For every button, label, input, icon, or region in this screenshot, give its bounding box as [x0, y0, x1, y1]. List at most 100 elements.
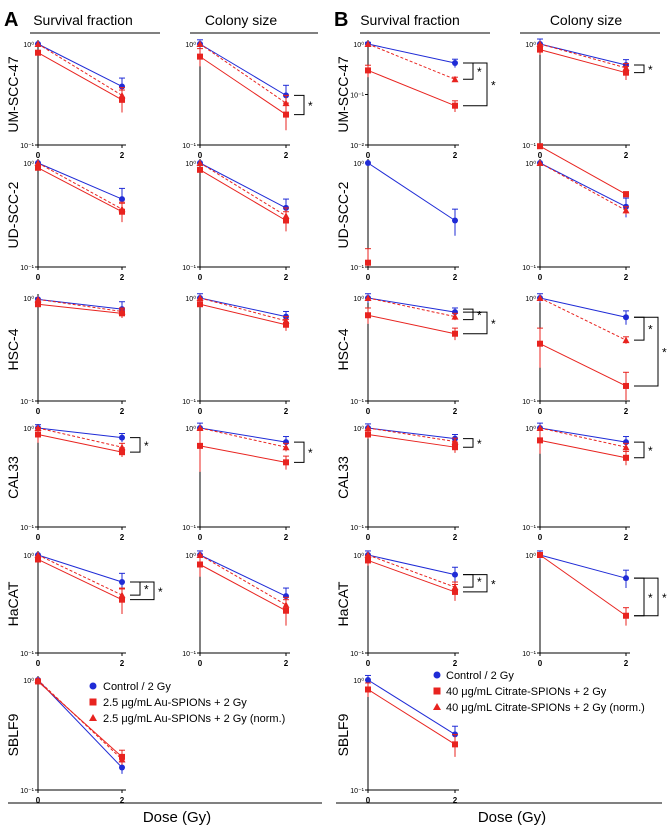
panel-b-um-scc-47-colony-size-series-40-g-ml-citrate-spions-2-gy-norm-point [536, 40, 544, 47]
panel-a-um-scc-47-survival-fraction-x-tick-label: 0 [36, 151, 41, 160]
panel-a-hsc-4-survival-fraction-series-2-5-g-ml-au-spions-2-gy-norm-point [34, 295, 42, 303]
panel-b-cal33-colony-size-significance-bracket [634, 441, 645, 459]
panel-b-ud-scc-2-cell-line-label: UD-SCC-2 [335, 181, 351, 248]
panel-a-ud-scc-2-colony-size-y-tick-label: 10⁻¹ [182, 265, 196, 272]
panel-b-hsc-4-survival-fraction-significance-star: * [491, 317, 496, 331]
panel-b-sblf9-cell-line-label: SBLF9 [335, 713, 351, 756]
panel-a-sblf9-survival-fraction-x-tick-label: 0 [36, 796, 41, 805]
panel-a-cal33-survival-fraction-series-control-2-gy-point [119, 434, 125, 441]
panel-b-hacat-colony-size-chart: 10⁻¹ 10⁰ 0 2 * * [522, 550, 667, 668]
panel-a-hacat-survival-fraction-x-tick-label: 0 [36, 659, 41, 668]
panel-a-hacat-colony-size-series-2-5-g-ml-au-spions-2-gy-point [197, 561, 203, 568]
panel-b-um-scc-47-survival-fraction-series-40-g-ml-citrate-spions-2-gy-norm-point [451, 75, 459, 83]
panel-a-hacat-colony-size-series-2-5-g-ml-au-spions-2-gy-norm-line [199, 554, 287, 606]
panel-a-letter: A [4, 9, 18, 31]
panel-a-ud-scc-2-survival-fraction-series-2-5-g-ml-au-spions-2-gy-norm-point [34, 159, 42, 166]
panel-b-hacat-survival-fraction-series-control-2-gy-line [367, 554, 456, 576]
panel-a-hacat-survival-fraction-y-tick-label: 10⁰ [23, 552, 34, 560]
panel-b-um-scc-47-survival-fraction-x-tick-label: 0 [366, 151, 371, 160]
panel-a-cal33-colony-size-y-tick-label: 10⁻¹ [182, 525, 196, 532]
panel-b-um-scc-47-survival-fraction-significance-bracket [463, 62, 474, 80]
panel-a-cal33-survival-fraction-series-2-5-g-ml-au-spions-2-gy-point [119, 449, 125, 456]
panel-a-cal33-cell-line-label: CAL33 [5, 456, 21, 499]
panel-b-hacat-survival-fraction-significance-bracket [463, 574, 474, 588]
panel-b-hacat-survival-fraction-series-40-g-ml-citrate-spions-2-gy-norm-point [364, 551, 372, 558]
panel-b-hacat-colony-size-series-40-g-ml-citrate-spions-2-gy-point [537, 552, 543, 558]
panel-b-sblf9-survival-fraction-y-tick-label: 10⁰ [353, 677, 364, 685]
panel-a-um-scc-47-survival-fraction-x-tick-label: 2 [120, 151, 125, 160]
panel-b-hacat-colony-size-series-control-2-gy-point [623, 575, 629, 582]
panel-a-hacat-colony-size-x-tick-label: 0 [198, 659, 203, 668]
panel-b-hsc-4-colony-size-x-tick-label: 2 [624, 407, 629, 416]
panel-a-um-scc-47-survival-fraction-series-2-5-g-ml-au-spions-2-gy-norm-point [34, 40, 42, 47]
panel-a-um-scc-47-cell-line-label: UM-SCC-47 [5, 56, 21, 132]
panel-b-ud-scc-2-survival-fraction-y-tick-label: 10⁻¹ [350, 265, 364, 272]
panel-b-um-scc-47-survival-fraction-x-tick-label: 2 [453, 151, 458, 160]
panel-b-cal33-cell-line-label: CAL33 [335, 456, 351, 499]
panel-b-um-scc-47-survival-fraction-series-control-2-gy-line [367, 43, 456, 64]
panel-a-um-scc-47-colony-size-series-2-5-g-ml-au-spions-2-gy-norm-line [199, 43, 287, 104]
panel-a-um-scc-47-survival-fraction-series-2-5-g-ml-au-spions-2-gy-norm-line [37, 43, 123, 96]
panel-b-hsc-4-survival-fraction-series-40-g-ml-citrate-spions-2-gy-norm-point [364, 294, 372, 301]
panel-b-hsc-4-colony-size-series-40-g-ml-citrate-spions-2-gy-norm-point [536, 294, 544, 301]
panel-b-um-scc-47-colony-size-y-tick-label: 10⁰ [525, 41, 536, 49]
panel-a-cal33-survival-fraction-series-control-2-gy-line [37, 427, 123, 439]
panel-a-hacat-survival-fraction-series-2-5-g-ml-au-spions-2-gy-norm-line [37, 554, 123, 596]
panel-b-hsc-4-colony-size-y-tick-label: 10⁰ [525, 295, 536, 303]
panel-b-sblf9-survival-fraction-x-tick-label: 2 [453, 796, 458, 805]
panel-a-cal33-colony-size-y-tick-label: 10⁰ [185, 425, 196, 433]
panel-a-ud-scc-2-survival-fraction-series-control-2-gy-line [37, 162, 123, 200]
panel-a-hsc-4-colony-size-series-control-2-gy-line [199, 297, 287, 318]
panel-b-cal33-colony-size-significance-star: * [648, 444, 653, 458]
legend-b-control-label: Control / 2 Gy [446, 670, 514, 682]
panel-a-cal33-colony-size-series-2-5-g-ml-au-spions-2-gy-point [283, 459, 289, 466]
panel-a-ud-scc-2-survival-fraction-x-tick-label: 2 [120, 273, 125, 282]
panel-a-ud-scc-2-colony-size-series-2-5-g-ml-au-spions-2-gy-norm-point [196, 159, 204, 166]
panel-b-ud-scc-2-survival-fraction-chart: 10⁻¹ 10⁰ 0 2 UD-SCC-2 [335, 159, 459, 282]
panel-b-hsc-4-survival-fraction-y-tick-label: 10⁰ [353, 295, 364, 303]
panel-b-hsc-4-survival-fraction-significance-bracket [463, 311, 488, 335]
panel-a-cal33-colony-size-series-2-5-g-ml-au-spions-2-gy-norm-point [282, 443, 290, 451]
legend-a-treated-marker [89, 698, 97, 706]
panel-b-hsc-4-survival-fraction-y-tick-label: 10⁻¹ [350, 399, 364, 406]
legend-a-treated-label: 2.5 μg/mL Au-SPIONs + 2 Gy [103, 697, 247, 709]
panel-a-um-scc-47-survival-fraction-y-tick-label: 10⁰ [23, 41, 34, 49]
panel-b-ud-scc-2-colony-size-series-control-2-gy-line [539, 162, 627, 208]
panel-a-hsc-4-survival-fraction-y-tick-label: 10⁰ [23, 295, 34, 303]
legend-a-control-marker [89, 682, 97, 690]
panel-a-hsc-4-survival-fraction-series-control-2-gy-line [37, 298, 123, 310]
panel-a-sblf9-cell-line-label: SBLF9 [5, 713, 21, 756]
panel-a-ud-scc-2-colony-size-x-tick-label: 0 [198, 273, 203, 282]
panel-a-ud-scc-2-colony-size-series-2-5-g-ml-au-spions-2-gy-norm-point [282, 212, 290, 219]
panel-b-um-scc-47-colony-size-series-40-g-ml-citrate-spions-2-gy-point [537, 46, 543, 53]
legend-b-treated-marker [433, 687, 441, 695]
panel-b-hacat-colony-size-series-control-2-gy-line [539, 554, 627, 579]
panel-a-hsc-4-colony-size-series-2-5-g-ml-au-spions-2-gy-point [197, 301, 203, 308]
panel-a-cal33-colony-size-x-tick-label: 2 [284, 533, 289, 542]
panel-a-cal33-colony-size-significance-bracket [294, 441, 305, 463]
legend-a-norm-marker [89, 714, 97, 721]
panel-a-hacat-survival-fraction-series-control-2-gy-point [119, 579, 125, 586]
panel-a-hacat-survival-fraction-x-tick-label: 2 [120, 659, 125, 668]
panel-b-cal33-colony-size-chart: 10⁻¹ 10⁰ 0 2 * [522, 422, 653, 542]
panel-b-cal33-colony-size-y-tick-label: 10⁻¹ [522, 525, 536, 532]
legend-b: Control / 2 Gy 40 μg/mL Citrate-SPIONs +… [433, 670, 645, 714]
panel-b-hacat-survival-fraction-x-tick-label: 0 [366, 659, 371, 668]
panel-a-cal33-survival-fraction-series-2-5-g-ml-au-spions-2-gy-norm-line [37, 427, 123, 448]
panel-a-ud-scc-2-survival-fraction-series-2-5-g-ml-au-spions-2-gy-point [35, 164, 41, 171]
panel-b-col-title-colony: Colony size [550, 12, 623, 28]
panel-b-hacat-survival-fraction-significance-star: * [491, 577, 496, 591]
panel-a-cal33-colony-size-series-control-2-gy-line [199, 427, 287, 443]
panel-b-hsc-4-colony-size-significance-bracket [634, 316, 645, 341]
panel-a-cal33-survival-fraction-significance-bracket [130, 437, 141, 453]
panel-a-hacat-survival-fraction-series-control-2-gy-line [37, 554, 123, 583]
panel-b-ud-scc-2-survival-fraction-x-tick-label: 2 [453, 273, 458, 282]
panel-b-um-scc-47-survival-fraction-series-40-g-ml-citrate-spions-2-gy-norm-point [364, 40, 372, 47]
panel-b-hsc-4-survival-fraction-x-tick-label: 0 [366, 407, 371, 416]
panel-b-hsc-4-colony-size-series-40-g-ml-citrate-spions-2-gy-point [537, 340, 543, 347]
panel-a-cal33-survival-fraction-x-tick-label: 2 [120, 533, 125, 542]
panel-a-hacat-survival-fraction-y-tick-label: 10⁻¹ [20, 651, 34, 658]
panel-b-cal33-colony-size-series-40-g-ml-citrate-spions-2-gy-norm-line [539, 427, 627, 448]
